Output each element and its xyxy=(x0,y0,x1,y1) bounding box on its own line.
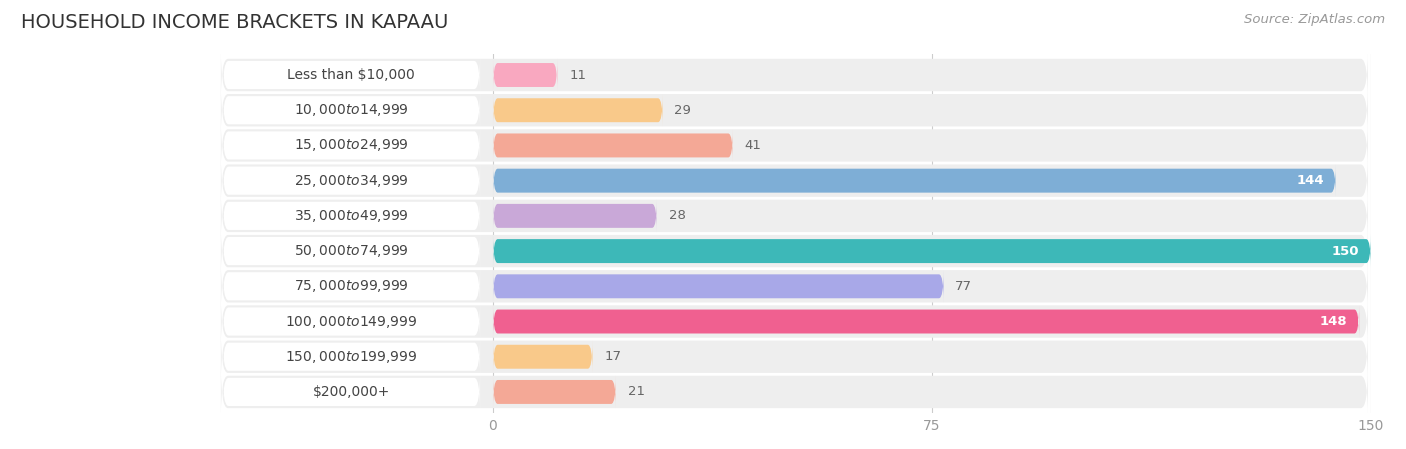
Text: $50,000 to $74,999: $50,000 to $74,999 xyxy=(294,243,409,259)
Text: $35,000 to $49,999: $35,000 to $49,999 xyxy=(294,208,409,224)
Text: 150: 150 xyxy=(1331,245,1360,258)
FancyBboxPatch shape xyxy=(222,89,479,132)
Text: 41: 41 xyxy=(745,139,762,152)
FancyBboxPatch shape xyxy=(494,270,943,303)
Text: $15,000 to $24,999: $15,000 to $24,999 xyxy=(294,137,409,154)
FancyBboxPatch shape xyxy=(222,124,479,167)
Text: $150,000 to $199,999: $150,000 to $199,999 xyxy=(285,349,418,365)
FancyBboxPatch shape xyxy=(222,230,479,272)
FancyBboxPatch shape xyxy=(494,340,592,373)
FancyBboxPatch shape xyxy=(494,94,662,127)
Text: 21: 21 xyxy=(627,385,644,398)
FancyBboxPatch shape xyxy=(494,200,657,232)
FancyBboxPatch shape xyxy=(221,154,1368,207)
Text: $100,000 to $149,999: $100,000 to $149,999 xyxy=(285,313,418,330)
Text: 148: 148 xyxy=(1320,315,1347,328)
FancyBboxPatch shape xyxy=(221,330,1368,383)
Text: $25,000 to $34,999: $25,000 to $34,999 xyxy=(294,173,409,189)
FancyBboxPatch shape xyxy=(222,54,479,96)
FancyBboxPatch shape xyxy=(222,371,479,413)
Text: Source: ZipAtlas.com: Source: ZipAtlas.com xyxy=(1244,13,1385,26)
FancyBboxPatch shape xyxy=(222,159,479,202)
Text: $75,000 to $99,999: $75,000 to $99,999 xyxy=(294,278,409,294)
FancyBboxPatch shape xyxy=(222,265,479,308)
FancyBboxPatch shape xyxy=(494,305,1360,338)
Text: 17: 17 xyxy=(605,350,621,363)
Text: 77: 77 xyxy=(955,280,973,293)
FancyBboxPatch shape xyxy=(221,84,1368,136)
FancyBboxPatch shape xyxy=(222,335,479,378)
Text: HOUSEHOLD INCOME BRACKETS IN KAPAAU: HOUSEHOLD INCOME BRACKETS IN KAPAAU xyxy=(21,13,449,32)
FancyBboxPatch shape xyxy=(221,190,1368,242)
FancyBboxPatch shape xyxy=(494,376,616,408)
FancyBboxPatch shape xyxy=(221,260,1368,313)
Text: $200,000+: $200,000+ xyxy=(312,385,389,399)
Text: 11: 11 xyxy=(569,69,586,82)
FancyBboxPatch shape xyxy=(221,295,1368,348)
Text: 28: 28 xyxy=(669,209,686,222)
FancyBboxPatch shape xyxy=(222,195,479,237)
FancyBboxPatch shape xyxy=(222,300,479,343)
FancyBboxPatch shape xyxy=(494,235,1371,267)
Text: Less than $10,000: Less than $10,000 xyxy=(287,68,415,82)
FancyBboxPatch shape xyxy=(494,129,733,162)
Text: 144: 144 xyxy=(1296,174,1324,187)
FancyBboxPatch shape xyxy=(221,366,1368,418)
Text: $10,000 to $14,999: $10,000 to $14,999 xyxy=(294,102,409,118)
FancyBboxPatch shape xyxy=(221,119,1368,172)
FancyBboxPatch shape xyxy=(221,49,1368,101)
FancyBboxPatch shape xyxy=(494,164,1336,197)
Text: 29: 29 xyxy=(675,104,692,117)
FancyBboxPatch shape xyxy=(494,59,557,91)
FancyBboxPatch shape xyxy=(221,225,1368,277)
